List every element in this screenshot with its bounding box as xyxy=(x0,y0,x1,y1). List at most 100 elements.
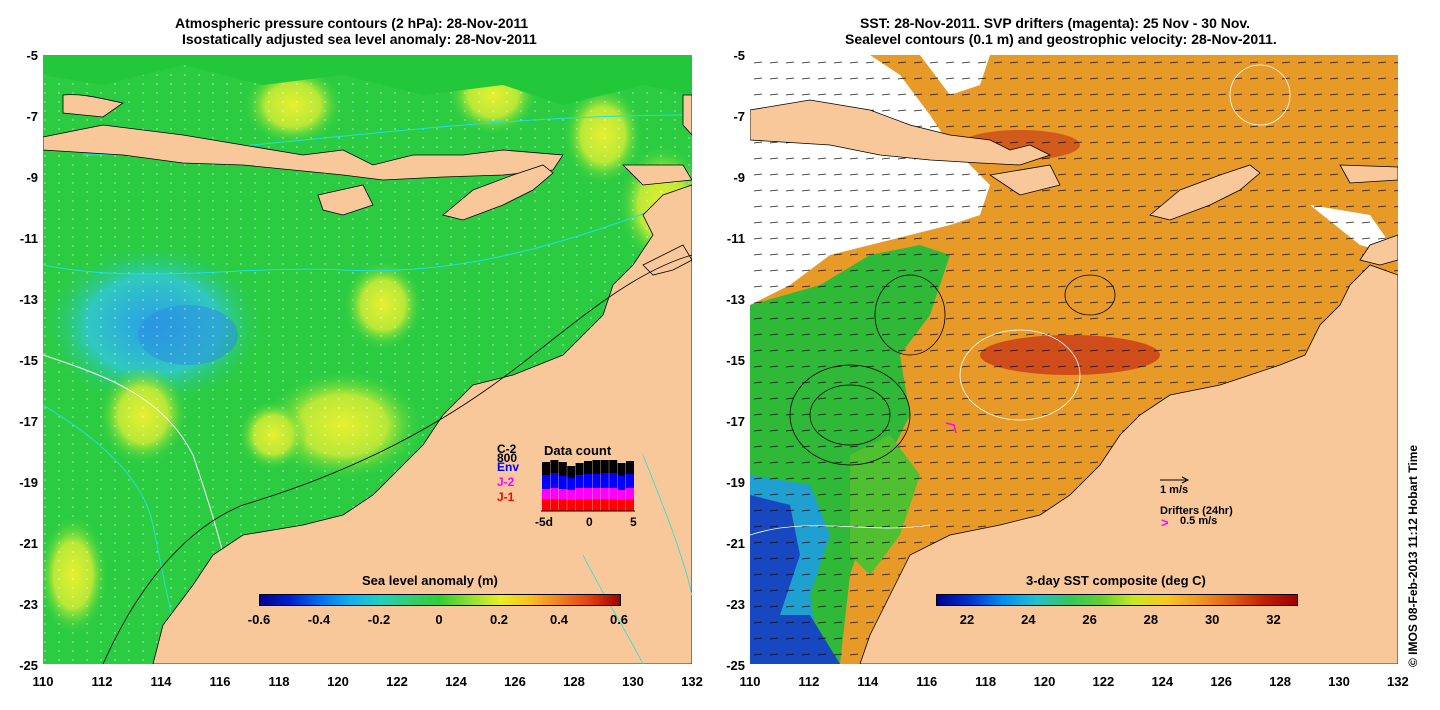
left-colorbar-label: Sea level anomaly (m) xyxy=(362,573,498,588)
left-title-line1: Atmospheric pressure contours (2 hPa): 2… xyxy=(175,15,529,31)
x-tick-right: 110 xyxy=(739,674,761,689)
x-tick-right: 118 xyxy=(975,674,997,689)
y-tick-right: -23 xyxy=(726,597,745,612)
y-tick-right: -15 xyxy=(726,353,745,368)
right-land-timor xyxy=(1149,164,1261,221)
y-tick-right: -17 xyxy=(726,414,745,429)
y-tick-right: -7 xyxy=(733,109,745,124)
data-count-x-tick-1: -5d xyxy=(535,515,553,529)
x-tick-right: 114 xyxy=(857,674,879,689)
legend-env: Env xyxy=(497,460,520,474)
left-colorbar-tick: 0.6 xyxy=(609,612,629,627)
x-tick-left: 120 xyxy=(327,674,349,689)
left-map xyxy=(43,55,692,664)
histogram-bar xyxy=(626,474,634,488)
data-count-x-tick-3: 5 xyxy=(630,515,637,529)
drifters-symbol: > xyxy=(1161,515,1169,530)
right-colorbar-tick: 28 xyxy=(1143,612,1159,627)
right-colorbar-label: 3-day SST composite (deg C) xyxy=(1026,573,1206,588)
histogram-bar xyxy=(567,478,576,490)
histogram-bar xyxy=(542,475,550,489)
drifter-track xyxy=(945,422,957,434)
histogram-bar xyxy=(575,499,584,511)
data-count-histogram xyxy=(541,460,635,512)
right-land-australia xyxy=(859,264,1398,664)
histogram-bar xyxy=(600,499,609,511)
left-colorbar-tick: 0.4 xyxy=(549,612,569,627)
histogram-bar xyxy=(567,466,576,478)
histogram-bar xyxy=(584,499,592,511)
right-land-java xyxy=(750,99,1052,166)
histogram-bar xyxy=(600,460,609,473)
histogram-bar xyxy=(609,488,618,499)
histogram-bar xyxy=(558,499,567,511)
x-tick-left: 122 xyxy=(386,674,408,689)
right-title-line1: SST: 28-Nov-2011. SVP drifters (magenta)… xyxy=(860,15,1251,31)
x-tick-left: 124 xyxy=(445,674,467,689)
x-tick-left: 130 xyxy=(622,674,644,689)
histogram-bar xyxy=(617,463,626,476)
histogram-bar xyxy=(584,461,592,474)
histogram-bar xyxy=(617,500,626,511)
y-tick-left: -15 xyxy=(19,353,38,368)
y-tick-left: -19 xyxy=(19,475,38,490)
histogram-bar xyxy=(592,460,601,474)
histogram-bar xyxy=(600,473,609,488)
y-tick-right: -5 xyxy=(733,48,745,63)
right-colorbar-tick: 24 xyxy=(1021,612,1036,627)
histogram-bar xyxy=(567,500,576,511)
histogram-bar xyxy=(542,489,550,499)
histogram-bar xyxy=(626,488,634,499)
y-tick-left: -21 xyxy=(19,536,38,551)
y-tick-left: -11 xyxy=(19,231,38,246)
x-tick-right: 130 xyxy=(1328,674,1350,689)
x-tick-left: 110 xyxy=(32,674,54,689)
histogram-bar xyxy=(550,473,559,488)
right-colorbar-tick: 32 xyxy=(1266,612,1281,627)
histogram-bar xyxy=(575,475,584,488)
histogram-bar xyxy=(617,490,626,500)
histogram-bar xyxy=(592,474,601,488)
histogram-bar xyxy=(575,463,584,475)
y-tick-left: -7 xyxy=(26,109,38,124)
histogram-bar xyxy=(567,490,576,500)
y-tick-right: -13 xyxy=(726,292,745,307)
histogram-bar xyxy=(558,489,567,499)
x-tick-right: 120 xyxy=(1033,674,1056,689)
right-colorbar xyxy=(936,594,1298,606)
velocity-scale-label: 1 m/s xyxy=(1160,484,1189,496)
left-title-line2: Isostatically adjusted sea level anomaly… xyxy=(182,31,537,47)
y-tick-right: -9 xyxy=(733,170,745,185)
y-tick-right: -25 xyxy=(726,658,745,673)
drifters-label: Drifters (24hr) xyxy=(1160,505,1233,517)
histogram-bar xyxy=(575,488,584,499)
data-count-x-tick-2: 0 xyxy=(586,515,593,529)
y-tick-right: -19 xyxy=(726,475,745,490)
velocity-scale-arrow xyxy=(1160,476,1190,484)
y-tick-left: -13 xyxy=(19,292,38,307)
histogram-bar xyxy=(609,460,618,473)
left-colorbar-tick: -0.6 xyxy=(247,612,271,627)
histogram-bar xyxy=(592,488,601,499)
legend-j1: J-1 xyxy=(497,490,515,504)
histogram-bar xyxy=(584,474,592,488)
left-colorbar-tick: -0.2 xyxy=(367,612,391,627)
histogram-bar xyxy=(550,499,559,511)
left-land-timor xyxy=(442,164,554,221)
y-tick-left: -5 xyxy=(26,48,38,63)
left-land-australia xyxy=(152,184,692,664)
histogram-bar xyxy=(550,488,559,499)
histogram-bar xyxy=(617,476,626,490)
left-land-java xyxy=(43,124,564,181)
x-tick-right: 112 xyxy=(798,674,820,689)
histogram-bar xyxy=(558,476,567,489)
y-tick-right: -11 xyxy=(726,231,745,246)
histogram-bar xyxy=(626,499,634,511)
x-tick-left: 116 xyxy=(209,674,231,689)
y-tick-left: -17 xyxy=(19,414,38,429)
x-tick-right: 128 xyxy=(1269,674,1291,689)
histogram-bar xyxy=(592,499,601,511)
y-tick-left: -25 xyxy=(19,658,38,673)
left-colorbar xyxy=(259,594,621,606)
x-tick-left: 132 xyxy=(681,674,703,689)
